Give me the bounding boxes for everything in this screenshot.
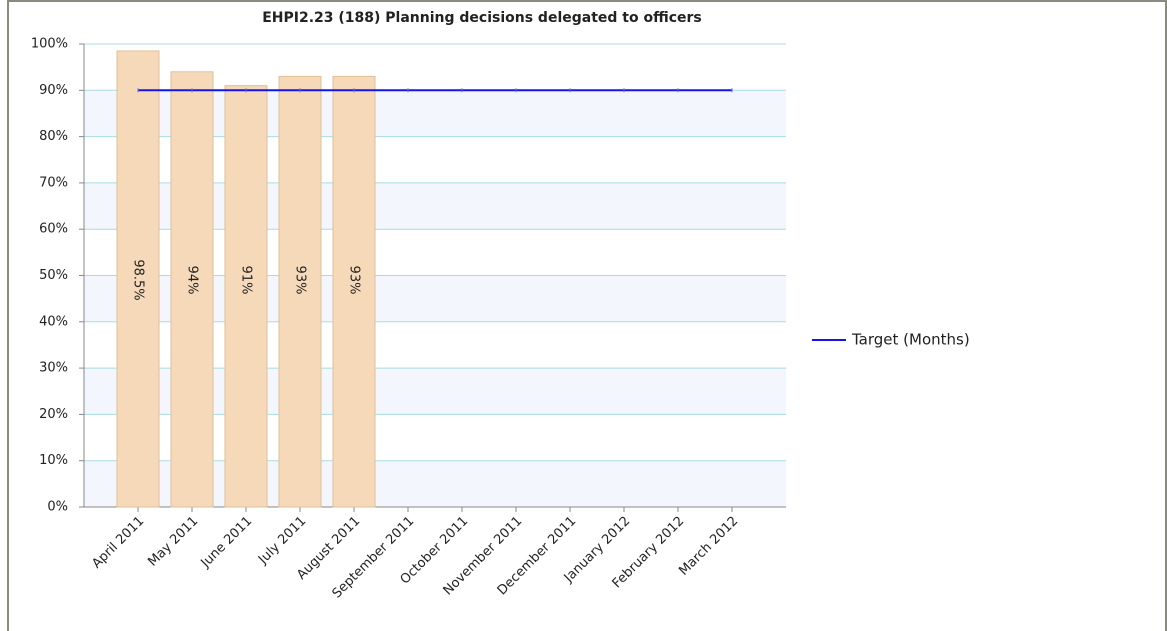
y-tick-label: 70% (39, 175, 68, 190)
bar (116, 50, 160, 508)
bar (170, 71, 214, 508)
y-tick-label: 10% (39, 453, 68, 468)
data-label: 98.5% (131, 259, 146, 300)
y-tick-label: 0% (47, 500, 68, 515)
legend-label: Target (Months) (851, 331, 970, 349)
data-label: 93% (347, 266, 362, 295)
bar (224, 85, 268, 508)
y-tick-label: 80% (39, 129, 68, 144)
chart-title: EHPI2.23 (188) Planning decisions delega… (262, 10, 702, 26)
y-tick-label: 60% (39, 222, 68, 237)
y-tick-label: 40% (39, 314, 68, 329)
y-tick-label: 90% (39, 83, 68, 98)
y-tick-label: 30% (39, 361, 68, 376)
bar (278, 75, 322, 508)
y-tick-label: 50% (39, 268, 68, 283)
data-label: 91% (239, 266, 254, 295)
data-label: 94% (185, 266, 200, 295)
bar (332, 75, 376, 508)
data-label: 93% (293, 266, 308, 295)
y-tick-label: 100% (31, 37, 68, 52)
y-tick-label: 20% (39, 407, 68, 422)
